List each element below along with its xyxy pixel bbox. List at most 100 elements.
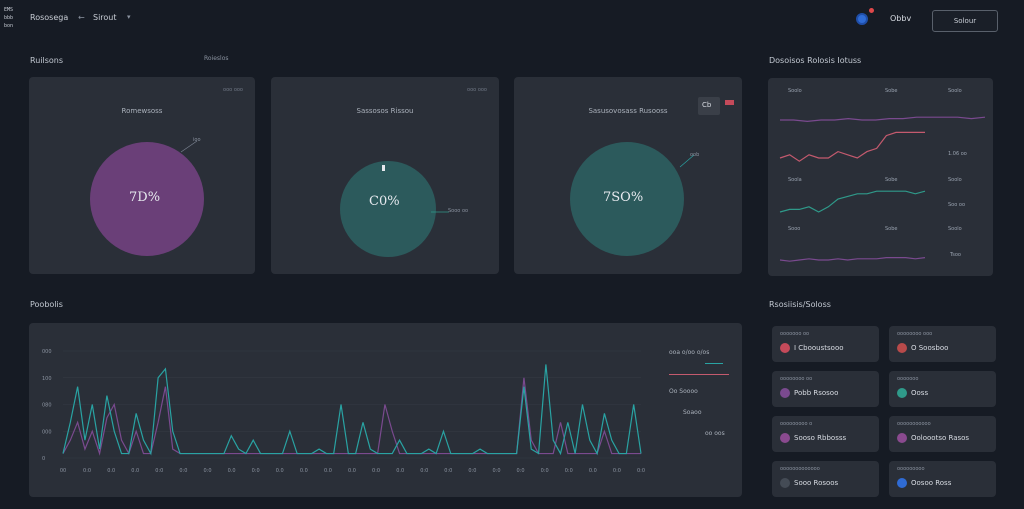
trend-line[interactable] [779, 190, 926, 213]
tile-title: ooooooooooooo [780, 466, 820, 472]
status-tile[interactable]: oooooooo oo Pobb Rsosoo [772, 371, 879, 407]
status-title: Rsosiisis/Soloss [769, 300, 831, 309]
metric-card[interactable]: Sasusovosass Rusooss Cb 7SO% oob [514, 77, 742, 274]
status-icon [897, 433, 907, 443]
x-tick-label: 0.0 [131, 468, 139, 474]
tile-value: Sooo Rosoos [794, 479, 839, 487]
tile-title: ooooooo [897, 376, 919, 382]
x-tick-label: 0.0 [589, 468, 597, 474]
legend-swatch [669, 374, 729, 377]
x-tick-label: 0.0 [228, 468, 236, 474]
trend-column-label: Soolo [948, 88, 962, 94]
donut-slice [570, 142, 684, 256]
x-tick-label: 0:0 [565, 468, 573, 474]
trend-row-label: Sobe [885, 177, 898, 183]
top-bar: EMS bbb bon Rososega ← Sirout ▾ Obbv Sol… [0, 0, 1024, 40]
trend-value: 1.06 oo [948, 151, 967, 157]
legend-swatch [705, 363, 723, 364]
x-tick-label: 0:0 [444, 468, 452, 474]
x-tick-label: 0.0 [348, 468, 356, 474]
card-corner: Cb [702, 101, 712, 109]
donut-chart [340, 161, 449, 257]
logo-line: bon [4, 23, 14, 29]
card-title: Sasusovosass Rusooss [588, 107, 668, 115]
tile-value: Ooloootso Rasos [911, 434, 970, 442]
trend-line[interactable] [779, 257, 926, 262]
chevron-down-icon[interactable]: ▾ [127, 13, 131, 21]
tile-value: Sooso Rbbosss [794, 434, 847, 442]
trend-row-label: Soolo [948, 177, 962, 183]
leader-line [180, 140, 198, 153]
x-tick-label: 0:0 [252, 468, 260, 474]
trend-line[interactable] [780, 116, 986, 123]
logo-line: EMS [4, 7, 14, 13]
card-corner-button[interactable]: Cb [698, 97, 720, 115]
trends-title: Dosoisos Rolosis Iotuss [769, 56, 862, 65]
tile-title: ooooooooooo [897, 421, 931, 427]
status-tile[interactable]: ooooooo Ooss [889, 371, 996, 407]
donut-slice [340, 161, 436, 257]
status-tile[interactable]: ooooooo oo I Cbooustsooo [772, 326, 879, 362]
top-action-button[interactable]: Solour [932, 10, 998, 32]
legend-item[interactable]: ooa o/oo o/os [669, 349, 710, 356]
line-chart-card[interactable]: 000 100 080 000 0 00 0:0 0.0 0.0 0:0 0:0 0:0 0.0 0:0 0… [29, 323, 742, 497]
x-tick-label: 0:0 [179, 468, 187, 474]
status-tile[interactable]: oooooooo ooo O Soosboo [889, 326, 996, 362]
app-logo[interactable]: EMS bbb bon [4, 6, 20, 32]
overview-tail[interactable]: Roieslos [204, 55, 229, 62]
trend-column-label: Soolo [788, 88, 802, 94]
x-tick-label: 0:0 [203, 468, 211, 474]
metric-card[interactable]: Romewsoss ooo ooo 7D% ioo [29, 77, 255, 274]
legend-item[interactable]: oo oos [705, 430, 725, 437]
series-line[interactable] [62, 364, 642, 456]
trend-line[interactable] [779, 131, 925, 162]
tile-title: ooooooo oo [780, 331, 810, 337]
x-tick-label: 0:0 [492, 468, 500, 474]
trend-row-label: Sobe [885, 226, 898, 232]
tile-value: Ooss [911, 389, 929, 397]
status-tile[interactable]: ooooooooooo Ooloootso Rasos [889, 416, 996, 452]
card-title: Sassosos Rissou [356, 107, 414, 115]
x-tick-label: 0:0 [613, 468, 621, 474]
status-icon [897, 388, 907, 398]
x-tick-label: 0.0 [396, 468, 404, 474]
trend-value: Soo oo [948, 202, 965, 208]
donut-value: C0% [369, 194, 400, 209]
tile-title: ooooooooo o [780, 421, 813, 427]
card-corner: ooo ooo [223, 87, 243, 93]
legend-item[interactable] [669, 360, 739, 371]
user-label[interactable]: Obbv [890, 14, 912, 23]
donut-chart [90, 140, 204, 256]
tile-title: oooooooo oo [780, 376, 813, 382]
x-tick-label: 0:0 [372, 468, 380, 474]
notification-badge [869, 8, 874, 13]
y-tick-label: 100 [42, 376, 52, 382]
leader-label: Sooo oo [448, 208, 469, 214]
trend-row-label: Sooo [788, 226, 801, 232]
trend-value: Tsoo [950, 252, 961, 258]
legend-item[interactable]: Soaoo [683, 409, 702, 416]
notification-icon[interactable] [856, 13, 868, 25]
x-tick-label: 0:0 [637, 468, 645, 474]
breadcrumb-item[interactable]: Sirout [93, 13, 117, 22]
status-tile[interactable]: ooooooooo Oosoo Ross [889, 461, 996, 497]
x-tick-label: 0:0 [420, 468, 428, 474]
tile-title: ooooooooo [897, 466, 925, 472]
status-icon [780, 388, 790, 398]
donut-slice [90, 142, 204, 256]
status-tile[interactable]: ooooooooo o Sooso Rbbosss [772, 416, 879, 452]
legend-item[interactable] [669, 371, 739, 382]
breadcrumb-item[interactable]: Rososega [30, 13, 69, 22]
y-tick-label: 080 [42, 403, 52, 409]
legend-item[interactable]: Oo Soooo [669, 388, 698, 395]
status-icon [780, 478, 790, 488]
chart-legend: ooa o/oo o/os Oo Soooo Soaoo oo oos [669, 349, 739, 441]
trends-card[interactable]: Soolo Sobe Soolo 1.06 oo Soola Sobe Sool… [768, 78, 993, 276]
status-tile[interactable]: ooooooooooooo Sooo Rosoos [772, 461, 879, 497]
status-icon [780, 343, 790, 353]
metric-card[interactable]: Sassosos Rissou ooo ooo C0% Sooo oo [271, 77, 499, 274]
leader-line [679, 154, 695, 168]
status-icon [897, 343, 907, 353]
card-title: Romewsoss [121, 107, 163, 115]
